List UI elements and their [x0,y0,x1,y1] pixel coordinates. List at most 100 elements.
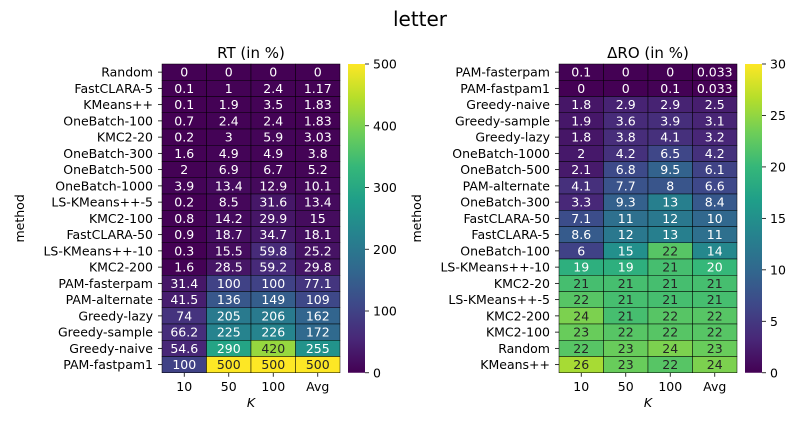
cell-value: 22 [573,292,589,307]
row-label: LS-KMeans++-5 [51,195,153,210]
row-label: Greedy-sample [455,113,550,128]
cell-value: 136 [217,292,241,307]
cell-value: 5.9 [263,130,283,145]
cell-value: 206 [261,308,285,323]
cell-value: 13.4 [304,195,332,210]
cell-value: 21 [573,276,589,291]
cell-value: 11 [707,227,723,242]
figure-title: letter [393,7,448,31]
cell-value: 109 [306,292,330,307]
row-label: KMC2-200 [486,308,550,323]
cell-value: 22 [707,325,723,340]
cell-value: 4.9 [219,146,239,161]
colorbar-tick-label: 0 [770,365,778,380]
row-label: Random [498,341,550,356]
cell-value: 225 [217,325,241,340]
cell-value: 0.7 [174,113,194,128]
column-label: 10 [573,379,589,394]
cell-value: 9.3 [616,195,636,210]
cell-value: 1.8 [571,130,591,145]
column-label: 100 [658,379,682,394]
cell-value: 1 [225,81,233,96]
row-label: KMeans++ [83,97,153,112]
row-label: KMC2-20 [97,130,153,145]
y-axis-label: method [12,194,27,242]
cell-value: 9.5 [660,162,680,177]
cell-value: 0 [225,65,233,80]
cell-value: 1.83 [304,97,332,112]
cell-value: 3 [225,130,233,145]
cell-value: 2.9 [616,97,636,112]
cell-value: 1.6 [174,146,194,161]
cell-value: 6.1 [705,162,725,177]
cell-value: 0.2 [174,130,194,145]
row-label: Greedy-lazy [78,308,153,323]
row-label: FastCLARA-50 [463,211,550,226]
cell-value: 0 [314,65,322,80]
row-label: OneBatch-100 [460,243,550,258]
cell-value: 7.7 [616,178,636,193]
row-label: Greedy-lazy [475,130,550,145]
cell-value: 1.6 [174,260,194,275]
cell-value: 1.83 [304,113,332,128]
row-label: OneBatch-500 [460,162,550,177]
cell-value: 6.8 [616,162,636,177]
cell-value: 420 [261,341,285,356]
row-label: PAM-alternate [66,292,154,307]
cell-value: 3.8 [616,130,636,145]
cell-value: 6.6 [705,178,725,193]
cell-value: 14 [707,243,723,258]
row-label: OneBatch-300 [63,146,153,161]
colorbar [348,64,365,373]
cell-value: 13 [662,227,678,242]
cell-value: 19 [618,260,634,275]
cell-value: 21 [662,276,678,291]
cell-value: 15 [618,243,634,258]
cell-value: 13.4 [215,178,243,193]
colorbar-tick-label: 15 [770,211,786,226]
row-label: LS-KMeans++-10 [43,243,153,258]
row-label: KMC2-200 [89,260,153,275]
row-label: OneBatch-100 [63,113,153,128]
cell-value: 74 [176,308,192,323]
y-axis-label: method [409,194,424,242]
cell-value: 3.9 [660,113,680,128]
row-label: Greedy-naive [466,97,550,112]
cell-value: 2 [180,162,188,177]
cell-value: 0 [180,65,188,80]
cell-value: 2.4 [219,113,239,128]
row-label: LS-KMeans++-5 [448,292,550,307]
row-label: Greedy-naive [69,341,153,356]
cell-value: 3.8 [308,146,328,161]
cell-value: 29.8 [304,260,332,275]
cell-value: 8 [666,178,674,193]
cell-value: 0 [622,81,630,96]
row-label: OneBatch-300 [460,195,550,210]
cell-value: 5.2 [308,162,328,177]
cell-value: 255 [306,341,330,356]
cell-value: 8.5 [219,195,239,210]
row-label: FastCLARA-50 [66,227,153,242]
cell-value: 22 [662,243,678,258]
cell-value: 3.03 [304,130,332,145]
cell-value: 24 [662,341,678,356]
heatmap-rt-panel: RT (in %) Random 0 0 0 0 FastCLARA-5 0.1 1 2.4 1.1… [12,44,397,410]
colorbar-tick-label: 100 [373,304,397,319]
cell-value: 59.8 [259,243,287,258]
heatmap-delta-ro-panel: ΔRO (in %)PAM-fasterpam 0.1 0 0 0.033PAM-fas… [409,44,786,410]
colorbar [745,64,762,373]
cell-value: 0.1 [174,81,194,96]
cell-value: 15 [310,211,326,226]
row-label: OneBatch-500 [63,162,153,177]
cell-value: 31.4 [170,276,198,291]
chart-title: ΔRO (in %) [607,44,689,62]
cell-value: 0 [577,81,585,96]
row-label: LS-KMeans++-10 [440,260,550,275]
cell-value: 0 [666,65,674,80]
cell-value: 3.9 [174,178,194,193]
cell-value: 10.1 [304,178,332,193]
cell-value: 22 [618,325,634,340]
cell-value: 21 [618,276,634,291]
cell-value: 100 [261,276,285,291]
row-label: PAM-fasterpam [58,276,153,291]
